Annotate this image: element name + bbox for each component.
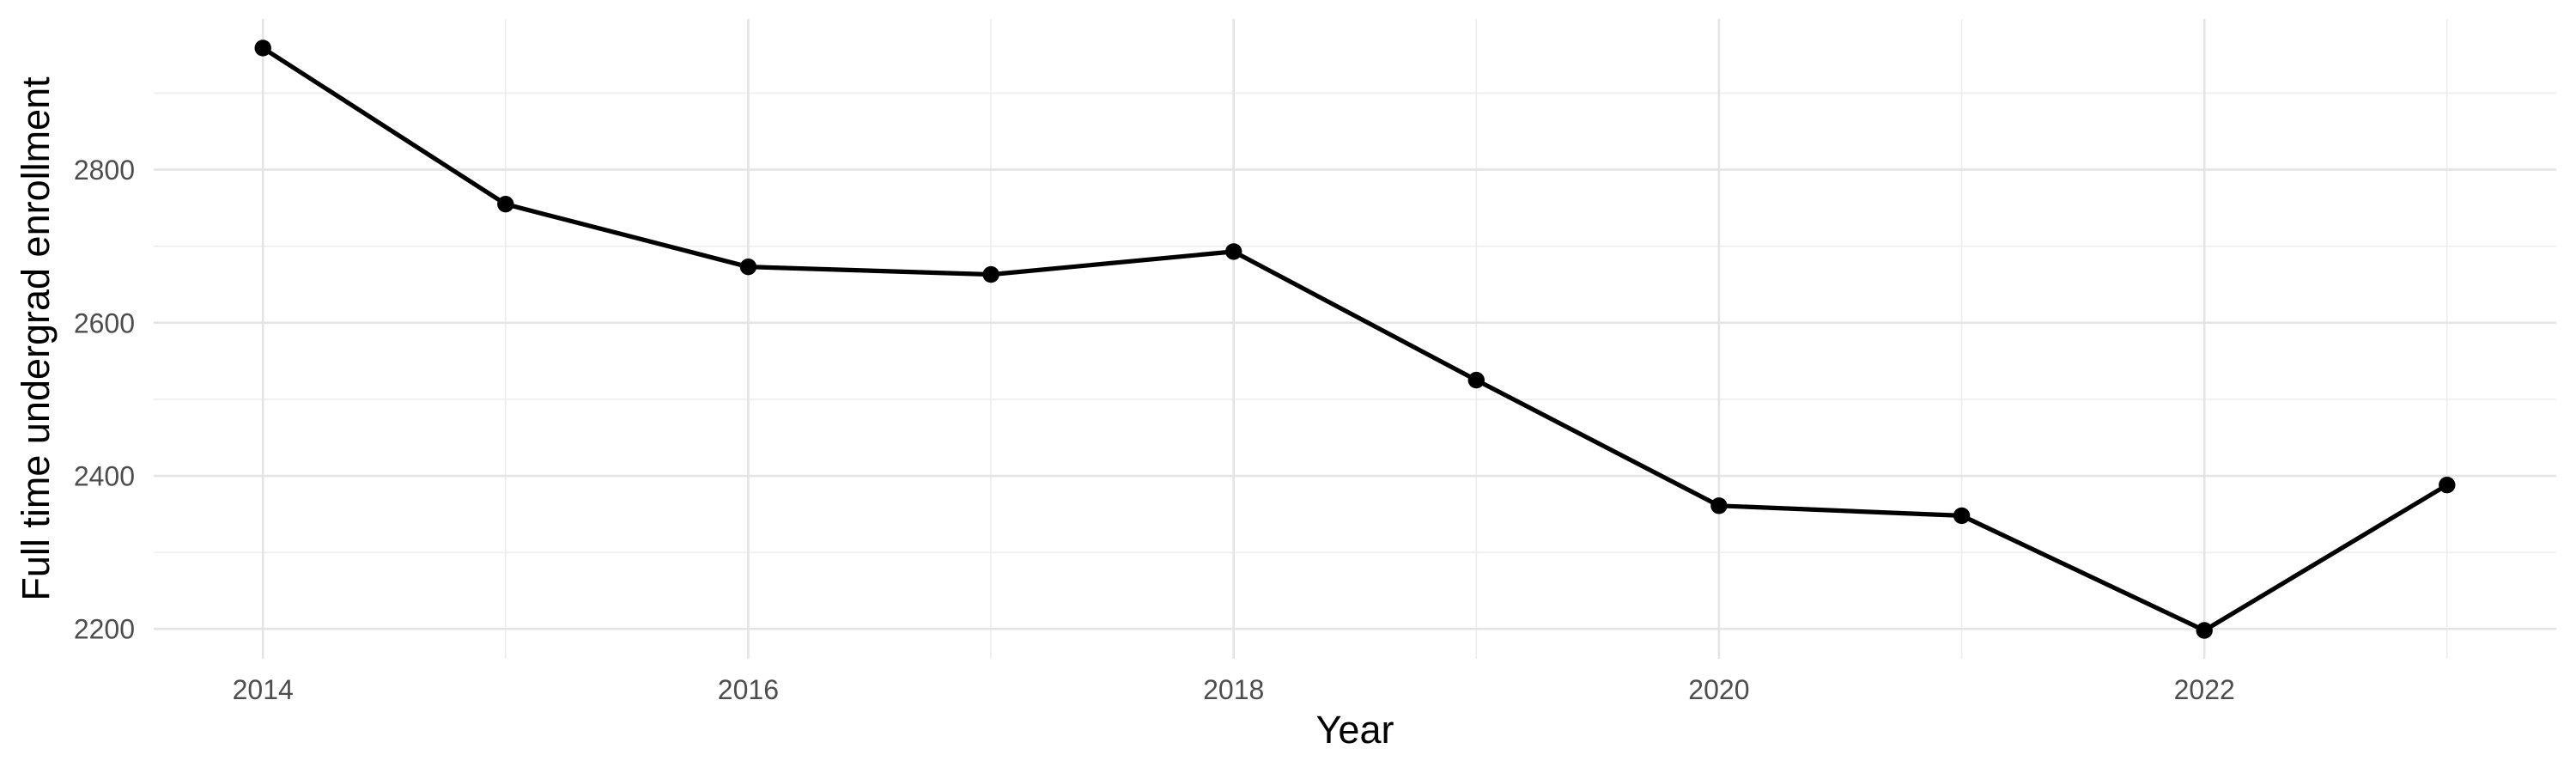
data-point-2018 xyxy=(1225,243,1242,260)
x-tick-label-2022: 2022 xyxy=(2174,674,2235,705)
x-axis-title: Year xyxy=(1316,708,1394,752)
x-tick-label-2016: 2016 xyxy=(718,674,779,705)
data-point-2020 xyxy=(1710,497,1728,514)
data-point-2023 xyxy=(2439,477,2456,494)
x-axis-tick-labels: 2014 2016 2018 2020 2022 xyxy=(233,674,2235,705)
x-tick-label-2014: 2014 xyxy=(233,674,294,705)
data-point-2021 xyxy=(1953,507,1971,525)
data-point-2014 xyxy=(254,40,271,57)
enrollment-line xyxy=(260,46,2450,633)
gridlines-minor xyxy=(154,19,2556,659)
y-tick-label-2200: 2200 xyxy=(74,614,135,645)
data-point-2022 xyxy=(2196,622,2213,639)
y-axis-tick-labels: 2200 2400 2600 2800 xyxy=(74,155,135,645)
data-point-2015 xyxy=(497,196,514,213)
y-tick-label-2800: 2800 xyxy=(74,155,135,186)
x-tick-label-2018: 2018 xyxy=(1203,674,1264,705)
y-tick-label-2600: 2600 xyxy=(74,307,135,338)
gridlines-major xyxy=(154,19,2556,659)
data-point-2016 xyxy=(739,259,757,276)
y-tick-label-2400: 2400 xyxy=(74,461,135,492)
data-series xyxy=(254,40,2456,639)
data-point-2017 xyxy=(982,265,999,283)
x-tick-label-2020: 2020 xyxy=(1688,674,1749,705)
y-axis-title: Full time undergrad enrollment xyxy=(14,76,58,601)
data-point-2019 xyxy=(1467,371,1485,389)
